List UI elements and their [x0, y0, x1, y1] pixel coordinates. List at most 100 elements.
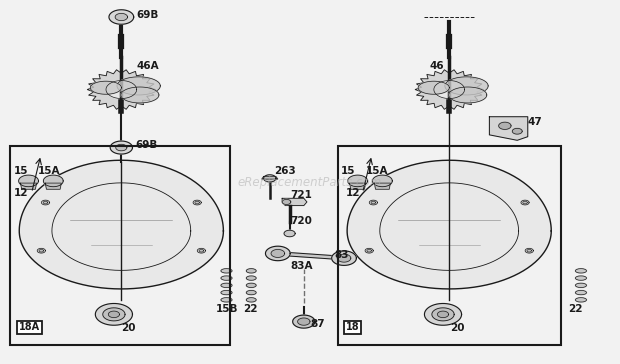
Polygon shape: [276, 252, 346, 260]
Text: 22: 22: [569, 304, 583, 314]
Ellipse shape: [221, 283, 232, 288]
Polygon shape: [117, 77, 161, 95]
Ellipse shape: [575, 269, 587, 273]
Polygon shape: [282, 198, 307, 206]
Polygon shape: [109, 10, 134, 24]
Polygon shape: [43, 175, 63, 187]
Text: 18A: 18A: [19, 323, 40, 332]
Polygon shape: [432, 308, 454, 321]
Ellipse shape: [246, 283, 256, 288]
Polygon shape: [199, 249, 203, 252]
Polygon shape: [370, 200, 378, 205]
Ellipse shape: [575, 290, 587, 295]
Polygon shape: [108, 311, 120, 318]
Polygon shape: [197, 248, 205, 253]
Polygon shape: [37, 248, 45, 253]
Polygon shape: [445, 77, 488, 95]
Polygon shape: [265, 246, 290, 261]
Text: 721: 721: [290, 190, 312, 201]
Polygon shape: [298, 318, 310, 325]
Polygon shape: [348, 175, 368, 187]
Polygon shape: [271, 249, 285, 257]
Text: 15A: 15A: [38, 166, 60, 176]
Text: 87: 87: [310, 319, 325, 329]
Polygon shape: [116, 144, 127, 151]
Polygon shape: [264, 175, 276, 182]
Text: 20: 20: [450, 323, 465, 333]
Polygon shape: [365, 248, 373, 253]
Polygon shape: [19, 160, 223, 289]
Polygon shape: [449, 87, 487, 103]
Polygon shape: [282, 199, 291, 205]
Text: 83: 83: [335, 250, 349, 260]
Polygon shape: [434, 80, 464, 99]
Text: 263: 263: [274, 166, 296, 176]
Polygon shape: [374, 183, 391, 189]
Polygon shape: [195, 201, 200, 204]
Ellipse shape: [221, 276, 232, 280]
Polygon shape: [332, 251, 356, 265]
Polygon shape: [498, 122, 511, 130]
Polygon shape: [91, 81, 122, 94]
Text: 46: 46: [430, 61, 444, 71]
Polygon shape: [337, 254, 351, 262]
Text: 12: 12: [346, 188, 360, 198]
Polygon shape: [284, 230, 295, 237]
Polygon shape: [95, 304, 133, 325]
Ellipse shape: [575, 283, 587, 288]
Text: 720: 720: [290, 216, 312, 226]
Ellipse shape: [246, 298, 256, 302]
Polygon shape: [262, 177, 278, 179]
Polygon shape: [438, 311, 448, 318]
Polygon shape: [367, 249, 371, 252]
Text: 15A: 15A: [366, 166, 388, 176]
Polygon shape: [418, 81, 450, 94]
Ellipse shape: [221, 298, 232, 302]
Ellipse shape: [246, 290, 256, 295]
Polygon shape: [347, 160, 551, 289]
Polygon shape: [512, 128, 522, 134]
Polygon shape: [525, 248, 533, 253]
Text: 47: 47: [528, 117, 542, 127]
Polygon shape: [42, 200, 50, 205]
Ellipse shape: [246, 276, 256, 280]
Polygon shape: [103, 308, 125, 321]
Ellipse shape: [575, 276, 587, 280]
Ellipse shape: [246, 269, 256, 273]
Text: 18: 18: [346, 323, 360, 332]
Text: 46A: 46A: [137, 61, 159, 71]
Polygon shape: [115, 13, 128, 21]
Polygon shape: [371, 201, 376, 204]
Text: eReplacementParts.com: eReplacementParts.com: [238, 175, 382, 189]
Polygon shape: [87, 70, 156, 109]
Polygon shape: [39, 249, 43, 252]
Polygon shape: [489, 117, 528, 140]
Ellipse shape: [221, 290, 232, 295]
Polygon shape: [527, 249, 531, 252]
Bar: [10, 146, 229, 345]
Ellipse shape: [575, 298, 587, 302]
Polygon shape: [415, 70, 483, 109]
Text: 15: 15: [341, 166, 355, 176]
Polygon shape: [293, 315, 315, 328]
Polygon shape: [521, 200, 529, 205]
Ellipse shape: [221, 269, 232, 273]
Polygon shape: [43, 201, 48, 204]
Text: 22: 22: [243, 304, 258, 314]
Polygon shape: [19, 175, 38, 187]
Text: 69B: 69B: [137, 10, 159, 20]
Text: 83A: 83A: [290, 261, 312, 271]
Text: 15: 15: [14, 166, 29, 176]
Text: 69B: 69B: [136, 140, 158, 150]
Text: 12: 12: [14, 188, 29, 198]
Polygon shape: [373, 175, 392, 187]
Polygon shape: [20, 183, 37, 189]
Polygon shape: [193, 200, 202, 205]
Polygon shape: [425, 304, 461, 325]
Polygon shape: [523, 201, 527, 204]
Text: 20: 20: [122, 323, 136, 333]
Bar: [338, 146, 560, 345]
Polygon shape: [350, 183, 366, 189]
Polygon shape: [106, 80, 136, 99]
Polygon shape: [110, 141, 133, 154]
